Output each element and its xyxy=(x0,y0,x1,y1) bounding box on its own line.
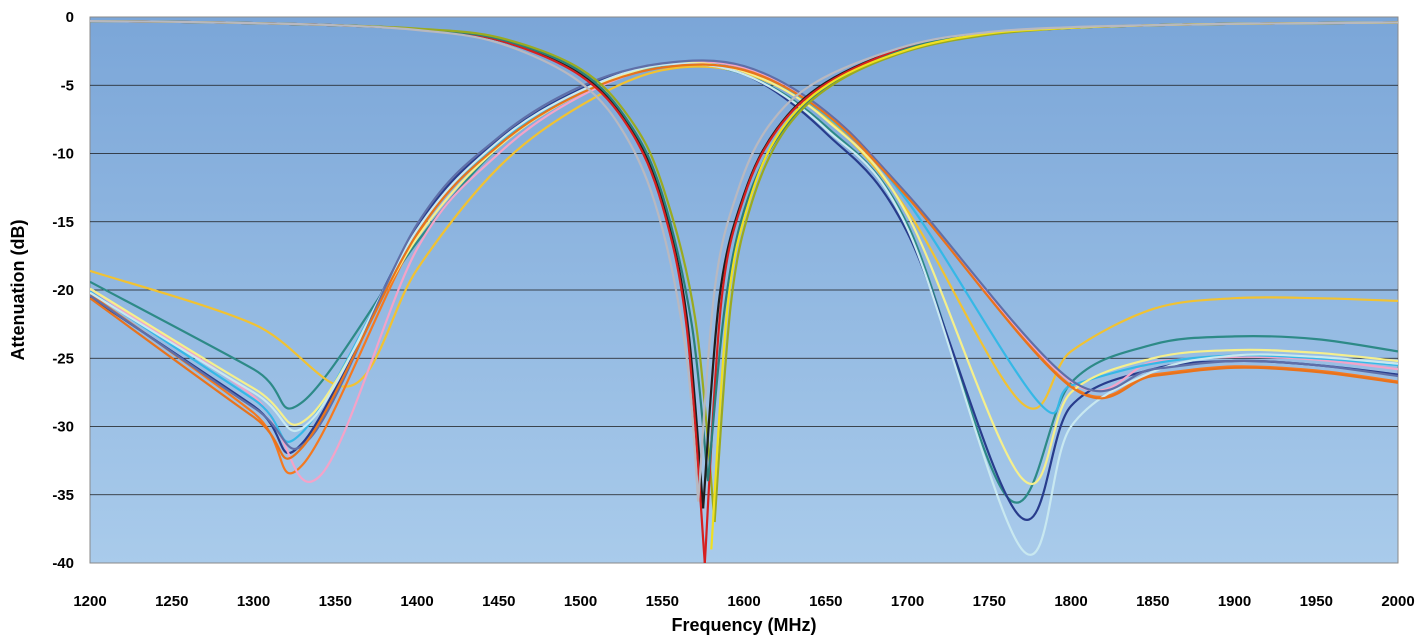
y-tick-label: -20 xyxy=(52,282,74,299)
x-tick-label: 1400 xyxy=(400,593,433,610)
y-tick-label: -5 xyxy=(61,77,74,94)
y-tick-label: -40 xyxy=(52,555,74,572)
x-tick-label: 2000 xyxy=(1381,593,1414,610)
x-tick-label: 1450 xyxy=(482,593,515,610)
y-tick-label: -30 xyxy=(52,419,74,436)
x-tick-label: 1200 xyxy=(73,593,106,610)
series-line-1 xyxy=(90,63,1398,504)
x-tick-label: 1850 xyxy=(1136,593,1169,610)
x-tick-label: 1900 xyxy=(1218,593,1251,610)
x-tick-label: 1600 xyxy=(727,593,760,610)
y-tick-labels: 0 -5 -10 -15 -20 -25 -30 -35 -40 xyxy=(52,9,74,572)
x-tick-label: 1250 xyxy=(155,593,188,610)
x-tick-label: 1500 xyxy=(564,593,597,610)
x-tick-label: 1550 xyxy=(646,593,679,610)
x-tick-label: 1350 xyxy=(319,593,352,610)
series-line-10 xyxy=(90,63,1398,460)
x-tick-label: 1300 xyxy=(237,593,270,610)
gridlines xyxy=(90,84,1398,496)
x-tick-labels: 1200 1250 1300 1350 1400 1450 1500 1550 1600 1650… xyxy=(73,593,1414,610)
x-tick-label: 1950 xyxy=(1300,593,1333,610)
series-layer xyxy=(90,20,1398,563)
series-line-21 xyxy=(697,21,1398,502)
y-tick-label: -10 xyxy=(52,146,74,163)
y-axis-title: Attenuation (dB) xyxy=(8,220,28,361)
y-tick-label: -35 xyxy=(52,487,74,504)
series-line-15 xyxy=(90,20,700,502)
y-tick-label: 0 xyxy=(66,9,74,26)
x-tick-label: 1800 xyxy=(1054,593,1087,610)
x-tick-label: 1700 xyxy=(891,593,924,610)
x-axis-title: Frequency (MHz) xyxy=(671,615,816,635)
y-tick-label: -15 xyxy=(52,214,74,231)
series-line-8 xyxy=(90,62,1398,556)
series-line-7 xyxy=(90,61,1398,485)
x-tick-label: 1650 xyxy=(809,593,842,610)
x-tick-label: 1750 xyxy=(973,593,1006,610)
y-tick-label: -25 xyxy=(52,350,74,367)
